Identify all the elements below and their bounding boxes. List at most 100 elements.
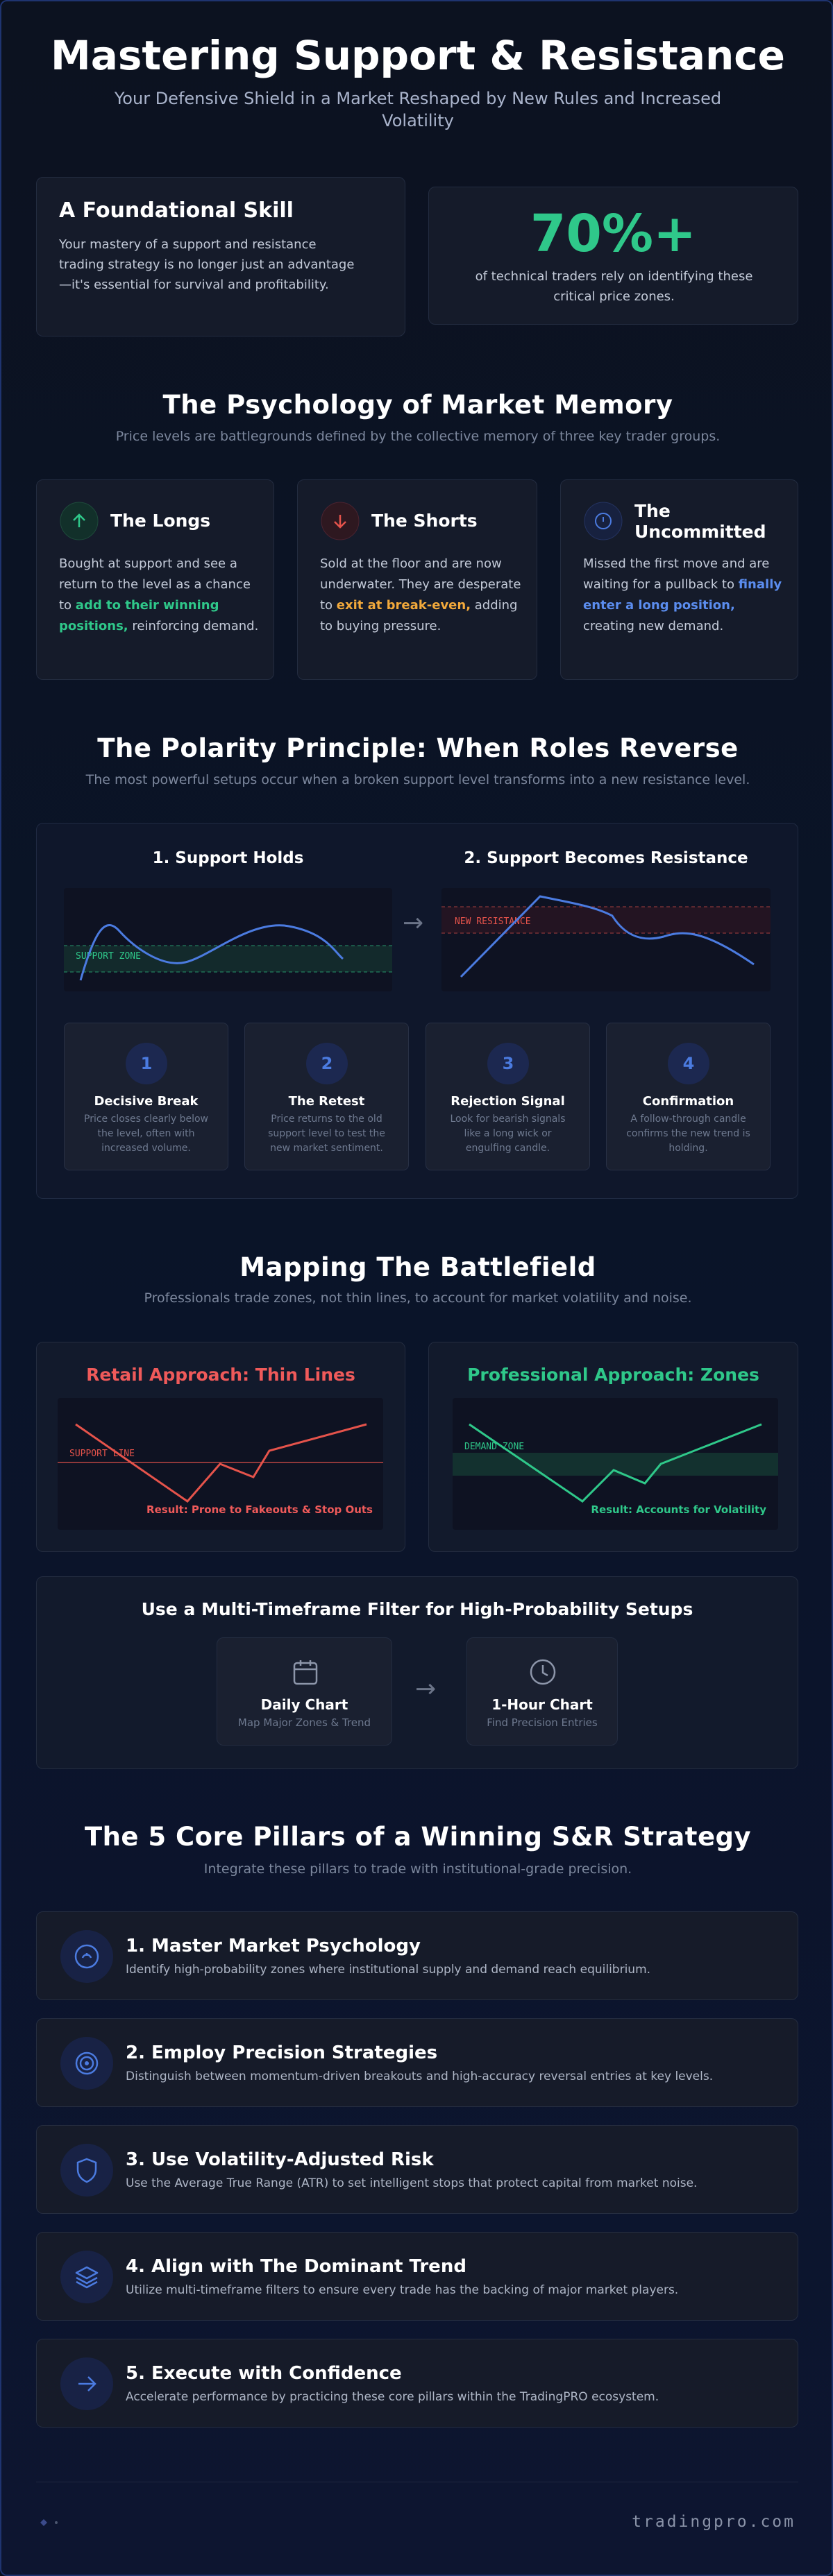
pillar-text: Distinguish between momentum-driven brea… — [126, 2070, 714, 2083]
pillar-text: Use the Average True Range (ATR) to set … — [126, 2176, 698, 2190]
highlight: finally enter a long position, — [583, 577, 782, 613]
step-number: 3 — [487, 1043, 529, 1084]
step-text: Price closes clearly below the level, of… — [84, 1114, 208, 1154]
pillar-text: Utilize multi-timeframe filters to ensur… — [126, 2283, 679, 2297]
intro-card: A Foundational Skill Your mastery of a s… — [36, 177, 405, 336]
text: Sold at the floor and are now underwater… — [320, 556, 521, 613]
highlight: add to their winning positions, — [59, 598, 219, 633]
step-card: 3 Rejection Signal Look for bearish signal… — [426, 1023, 590, 1170]
icon-target — [60, 2037, 113, 2090]
line-label: DEMAND ZONE — [464, 1442, 524, 1452]
section-title: The Psychology of Market Memory — [162, 390, 673, 420]
step-title: The Retest — [288, 1094, 365, 1109]
step-number: 2 — [306, 1043, 348, 1084]
frame-title: Daily Chart — [260, 1696, 348, 1713]
icon-layers — [60, 2251, 113, 2303]
intro-text: Your mastery of a support and resistance… — [59, 237, 355, 292]
icon-clock — [530, 1659, 556, 1685]
approach-title: Retail Approach: Thin Lines — [86, 1365, 355, 1385]
pillar-title: 4. Align with The Dominant Trend — [126, 2256, 466, 2277]
step-number: 4 — [668, 1043, 709, 1084]
highlight: exit at break-even, — [336, 598, 471, 613]
text: Missed the first move and are waiting fo… — [583, 556, 770, 592]
section-subtitle: Integrate these pillars to trade with in… — [203, 1861, 632, 1877]
step-number: 1 — [126, 1043, 167, 1084]
group-card: The Longs Bought at support and see a re… — [36, 479, 274, 680]
support-diagram: SUPPORT ZONE — [64, 888, 392, 991]
section-subtitle: Price levels are battlegrounds defined b… — [115, 429, 721, 444]
stat-text: of technical traders rely on identifying… — [475, 269, 753, 304]
icon-up — [60, 502, 99, 540]
step-text: Look for bearish signals like a long wic… — [450, 1114, 566, 1154]
pillar: 4. Align with The Dominant Trend Utilize… — [36, 2232, 798, 2321]
step-title: Decisive Break — [94, 1094, 199, 1109]
pillar-title: 2. Employ Precision Strategies — [126, 2042, 438, 2063]
pillar-title: 5. Execute with Confidence — [126, 2363, 402, 2384]
group-card: The Shorts Sold at the floor and are now… — [297, 479, 537, 680]
group-title: The Uncommitted — [634, 501, 766, 542]
timeframe-title: Use a Multi-Timeframe Filter for High-Pr… — [141, 1599, 693, 1619]
step-title: Rejection Signal — [451, 1094, 565, 1109]
pillar-text: Accelerate performance by practicing the… — [126, 2390, 659, 2404]
intro-title: A Foundational Skill — [59, 198, 294, 223]
line-label: SUPPORT LINE — [69, 1449, 135, 1459]
step-title: Confirmation — [642, 1094, 734, 1109]
zone-label: SUPPORT ZONE — [76, 951, 141, 962]
pillar-title: 1. Master Market Psychology — [126, 1936, 421, 1956]
step-text: Price returns to the old support level t… — [268, 1114, 385, 1154]
result: Result: Accounts for Volatility — [591, 1503, 766, 1516]
approach-card: Professional Approach: Zones DEMAND ZONE… — [428, 1342, 798, 1552]
resistance-diagram: NEW RESISTANCE — [441, 888, 771, 991]
text: Bought at support and see a return to th… — [59, 556, 251, 613]
step-card: 2 The Retest Price returns to the old supp… — [244, 1023, 409, 1170]
group-title: The Longs — [110, 511, 211, 531]
pillar: 3. Use Volatility-Adjusted Risk Use the … — [36, 2125, 798, 2214]
title: Mastering Support & Resistance — [51, 32, 785, 79]
text: adding to buying pressure. — [320, 598, 518, 633]
section-subtitle: The most powerful setups occur when a br… — [85, 772, 750, 787]
icon-clock — [584, 502, 623, 540]
text: creating new demand. — [583, 619, 724, 633]
subtitle: Your Defensive Shield in a Market Reshap… — [114, 89, 722, 130]
icon-brain — [60, 1930, 113, 1983]
icon-arrow — [60, 2357, 113, 2410]
pillar-title: 3. Use Volatility-Adjusted Risk — [126, 2149, 434, 2170]
panel-title: 1. Support Holds — [152, 849, 304, 867]
approach-title: Professional Approach: Zones — [467, 1365, 759, 1385]
pillar: 5. Execute with Confidence Accelerate pe… — [36, 2339, 798, 2428]
section-title: Mapping The Battlefield — [239, 1252, 596, 1282]
group-text: Bought at support and see a return to th… — [59, 554, 260, 637]
stat: 70%+ — [530, 204, 697, 264]
frame-card: Daily Chart Map Major Zones & Trend — [217, 1637, 392, 1746]
icon-shield — [60, 2144, 113, 2197]
group-title: The Shorts — [371, 511, 478, 531]
text: reinforcing demand. — [128, 619, 259, 633]
step-card: 1 Decisive Break Price closes clearly belo… — [64, 1023, 228, 1170]
result: Result: Prone to Fakeouts & Stop Outs — [146, 1503, 373, 1516]
step-card: 4 Confirmation A follow-through candle con… — [606, 1023, 771, 1170]
section-title: The 5 Core Pillars of a Winning S&R Stra… — [84, 1822, 752, 1852]
pillar: 2. Employ Precision Strategies Distingui… — [36, 2018, 798, 2107]
frame-card: 1-Hour Chart Find Precision Entries — [466, 1637, 618, 1746]
arrow: → — [403, 909, 424, 937]
section-subtitle: Professionals trade zones, not thin line… — [144, 1290, 692, 1306]
frame-text: Find Precision Entries — [487, 1716, 598, 1729]
footer-mark — [40, 2519, 58, 2526]
pillar: 1. Master Market Psychology Identify hig… — [36, 1911, 798, 2000]
group-text: Sold at the floor and are now underwater… — [320, 554, 521, 637]
group-card: The Uncommitted Missed the first move an… — [560, 479, 798, 680]
retail-diagram: SUPPORT LINE Result: Prone to Fakeouts &… — [58, 1398, 383, 1530]
step-text: A follow-through candle confirms the new… — [626, 1114, 750, 1154]
footer-site: tradingpro.com — [632, 2513, 796, 2531]
section-title: The Polarity Principle: When Roles Rever… — [97, 733, 739, 763]
arrow: → — [415, 1675, 437, 1703]
icon-calendar — [293, 1660, 318, 1685]
pro-diagram: DEMAND ZONE Result: Accounts for Volatil… — [453, 1398, 778, 1530]
timeframe-panel: Use a Multi-Timeframe Filter for High-Pr… — [36, 1576, 798, 1769]
panel-title: 2. Support Becomes Resistance — [464, 849, 748, 867]
frame-text: Map Major Zones & Trend — [237, 1716, 371, 1729]
pillar-text: Identify high-probability zones where in… — [126, 1963, 651, 1977]
